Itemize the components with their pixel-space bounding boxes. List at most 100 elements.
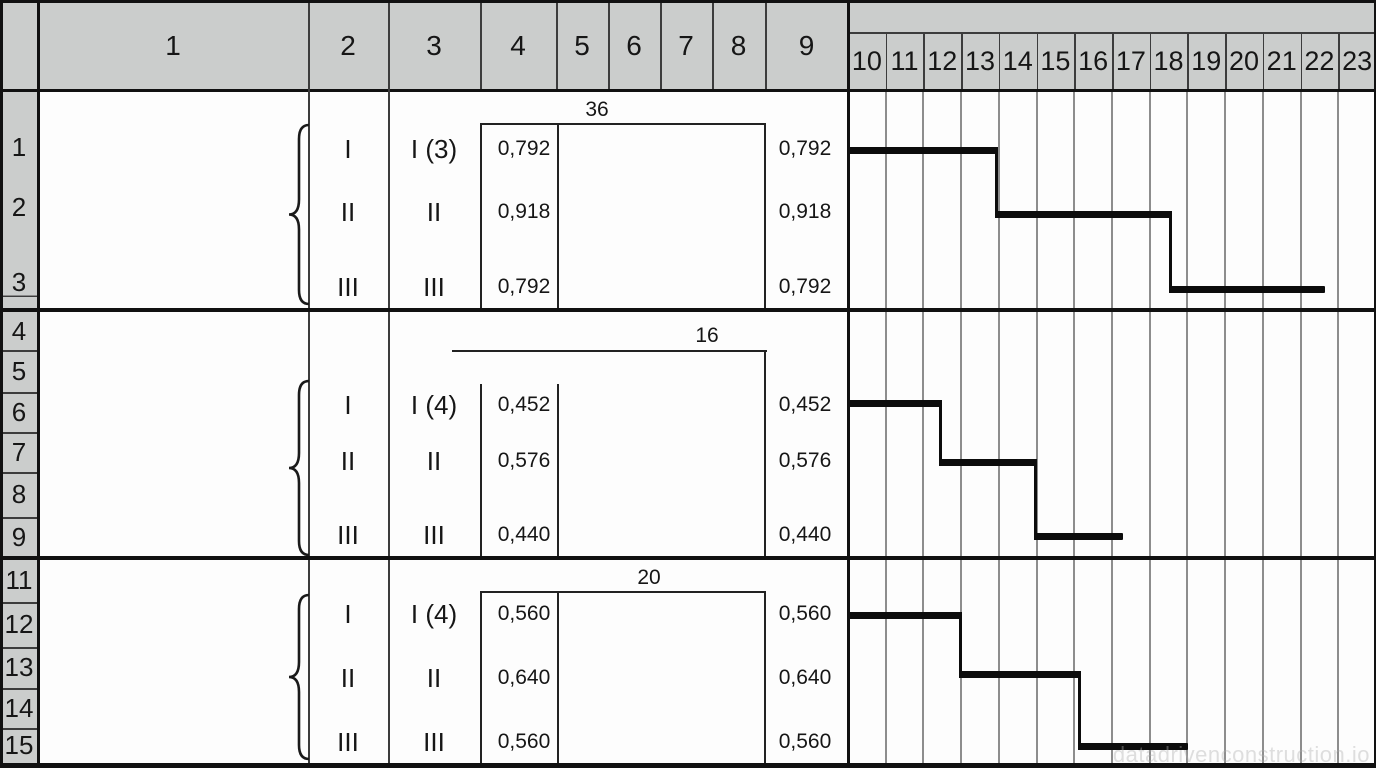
work-id: I (3) <box>410 133 458 164</box>
header-left-band <box>0 0 848 89</box>
column-header-23: 23 <box>1342 46 1373 76</box>
row-number-4: 4 <box>11 315 27 346</box>
stage-roman: III <box>337 271 359 302</box>
column-header-16: 16 <box>1078 46 1109 76</box>
work-id: I (4) <box>410 598 458 629</box>
work-id: III <box>423 271 445 302</box>
gantt-step-connector <box>1078 670 1082 750</box>
value-col9: 0,560 <box>778 602 832 625</box>
stage-roman: II <box>340 196 356 227</box>
brace-path <box>288 379 310 557</box>
column-header-13: 13 <box>964 46 996 76</box>
value-col9: 0,918 <box>778 200 832 223</box>
header-divider <box>608 0 610 89</box>
row-number-column-rule <box>37 0 40 768</box>
gantt-gridline <box>1224 92 1227 763</box>
value-col9: 0,792 <box>778 275 832 298</box>
column-header-3: 3 <box>426 30 442 61</box>
value-box-top <box>480 591 765 593</box>
value-col9: 0,792 <box>778 137 832 160</box>
gantt-gridline <box>1035 92 1038 763</box>
column-header-11: 11 <box>890 46 919 76</box>
header-divider <box>1262 32 1265 89</box>
header-divider <box>765 0 767 89</box>
header-divider <box>556 0 558 89</box>
gantt-bar-group3-stage-I <box>848 611 960 619</box>
value-box-top <box>480 123 765 125</box>
value-box-inner-divider <box>557 591 559 763</box>
column-rule-3 <box>388 89 390 763</box>
value-box-left <box>480 591 482 763</box>
group-brace <box>288 379 310 557</box>
value-col9: 0,576 <box>778 449 832 472</box>
column-header-1: 1 <box>165 30 181 61</box>
value-col4: 0,560 <box>497 730 551 753</box>
value-box-left <box>480 384 482 556</box>
gantt-step-connector <box>1168 210 1172 293</box>
gantt-bar-group3-stage-III <box>1079 742 1188 750</box>
row-number-2: 2 <box>11 191 27 222</box>
column-header-8: 8 <box>730 30 747 61</box>
gantt-bar-group1-stage-III <box>1170 285 1326 293</box>
stage-roman: III <box>337 726 359 757</box>
column-header-18: 18 <box>1153 46 1184 76</box>
header-divider <box>388 0 390 89</box>
group-brace <box>288 593 310 761</box>
gantt-gridline <box>1073 92 1076 763</box>
gantt-gridline <box>1337 92 1340 763</box>
table-bottom-rule <box>0 763 1376 766</box>
header-divider <box>1225 32 1227 89</box>
frame-bottom <box>0 766 1376 768</box>
duration-label-group-3: 20 <box>637 566 661 589</box>
value-col4: 0,452 <box>497 393 551 416</box>
header-divider <box>923 32 925 89</box>
watermark: datadrivenconstruction.io <box>1112 742 1370 767</box>
row-number-divider-faint <box>0 295 38 296</box>
frame-top <box>0 0 1376 3</box>
row-number-divider <box>0 728 38 730</box>
work-id: II <box>426 196 442 227</box>
value-box-top <box>452 350 767 352</box>
row-number-6: 6 <box>11 396 27 427</box>
value-col4: 0,792 <box>497 275 551 298</box>
column-header-12: 12 <box>927 46 958 76</box>
stage-roman: I <box>344 133 352 164</box>
work-id: II <box>426 445 442 476</box>
value-col4: 0,576 <box>497 449 551 472</box>
column-header-15: 15 <box>1040 46 1071 76</box>
value-box-right <box>764 591 766 763</box>
stage-roman: II <box>340 662 356 693</box>
gantt-gridline <box>1186 92 1189 763</box>
gantt-step-connector <box>938 399 942 466</box>
brace-path <box>288 123 310 306</box>
gantt-step-connector <box>958 611 962 678</box>
column-header-6: 6 <box>626 30 642 61</box>
header-bottom-rule <box>0 89 1376 92</box>
header-divider <box>961 32 963 89</box>
column-header-10: 10 <box>851 46 882 76</box>
frame-right <box>1373 0 1376 768</box>
duration-label-group-2: 16 <box>695 324 719 347</box>
group-brace <box>288 123 310 306</box>
header-divider <box>1187 32 1189 89</box>
group-separator <box>0 556 1376 560</box>
duration-label-group-1: 36 <box>585 98 609 121</box>
gantt-step-connector <box>1033 458 1037 540</box>
row-number-1: 1 <box>11 131 27 162</box>
row-number-divider <box>0 432 38 434</box>
value-box-left <box>480 123 482 308</box>
value-col9: 0,452 <box>778 393 832 416</box>
header-divider <box>1149 32 1152 89</box>
header-divider <box>480 0 482 89</box>
header-divider <box>660 0 662 89</box>
header-divider <box>712 0 714 89</box>
value-col4: 0,440 <box>497 523 551 546</box>
gantt-gridline <box>1299 92 1302 763</box>
row-number-divider <box>0 350 38 352</box>
row-number-3: 3 <box>11 266 27 297</box>
column-header-9: 9 <box>798 30 815 61</box>
header-divider <box>998 32 1001 89</box>
value-col9: 0,640 <box>778 666 832 689</box>
value-col4: 0,640 <box>497 666 551 689</box>
